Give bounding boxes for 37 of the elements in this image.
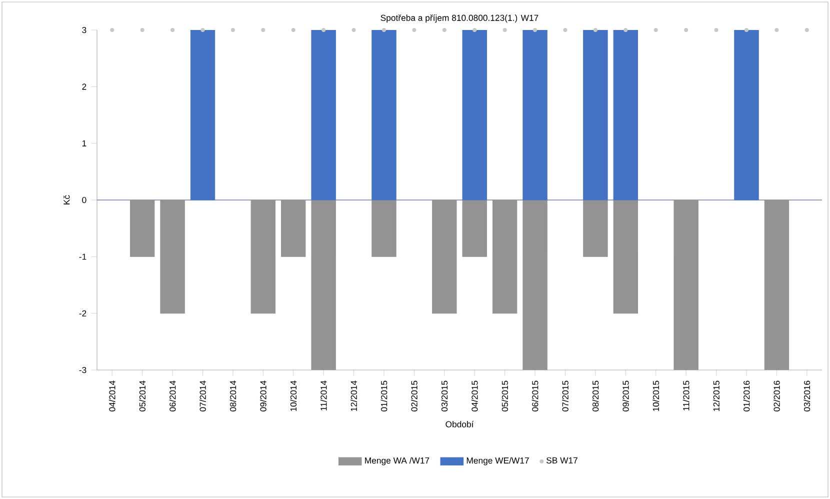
y-tick-label: 0 xyxy=(82,196,86,204)
x-tick-label: 02/2016 xyxy=(774,380,780,412)
y-tick-label: 2 xyxy=(82,84,86,90)
x-tick-label: 01/2015 xyxy=(380,380,388,412)
x-tick-label: 08/2015 xyxy=(592,380,599,412)
x-tick-label: 12/2014 xyxy=(350,380,357,412)
y-tick-label: -2 xyxy=(79,310,86,316)
x-tick-label: 09/2014 xyxy=(260,380,266,412)
x-tick-label: 07/2015 xyxy=(562,380,568,412)
x-tick-label: 10/2015 xyxy=(652,380,660,412)
y-tick-label: -3 xyxy=(79,366,86,374)
x-tick-label: 11/2014 xyxy=(320,380,327,410)
x-tick-label: 12/2015 xyxy=(713,380,720,412)
legend-label: Menge WA /W17 xyxy=(365,457,430,466)
legend-label: SB W17 xyxy=(546,457,578,464)
x-tick-label: 03/2015 xyxy=(441,380,448,412)
x-tick-label: 08/2014 xyxy=(230,380,236,412)
x-tick-label: 10/2014 xyxy=(290,380,297,412)
x-tick-label: 01/2016 xyxy=(743,380,750,412)
y-tick-label: 3 xyxy=(82,26,86,34)
x-tick-label: 05/2014 xyxy=(139,380,146,412)
chart-title: Spotřeba a příjem 810.0800.123(1.) W17 xyxy=(380,14,538,23)
y-tick-label: 1 xyxy=(82,140,86,146)
x-tick-label: 11/2015 xyxy=(682,380,690,410)
x-tick-label: 07/2014 xyxy=(200,380,206,412)
y-axis-title: Kč xyxy=(63,195,70,204)
x-tick-label: 06/2014 xyxy=(169,380,176,412)
x-tick-label: 06/2015 xyxy=(532,380,538,412)
x-axis-title: Období xyxy=(446,420,474,428)
x-tick-label: 04/2015 xyxy=(471,380,478,412)
x-tick-label: 04/2014 xyxy=(108,380,116,412)
y-tick-label: -1 xyxy=(79,254,86,260)
x-tick-label: 03/2016 xyxy=(804,380,810,412)
x-tick-label: 09/2015 xyxy=(622,380,629,412)
legend-label: Menge WE/W17 xyxy=(466,457,529,466)
x-tick-label: 05/2015 xyxy=(502,380,508,412)
x-tick-label: 02/2015 xyxy=(411,380,418,412)
